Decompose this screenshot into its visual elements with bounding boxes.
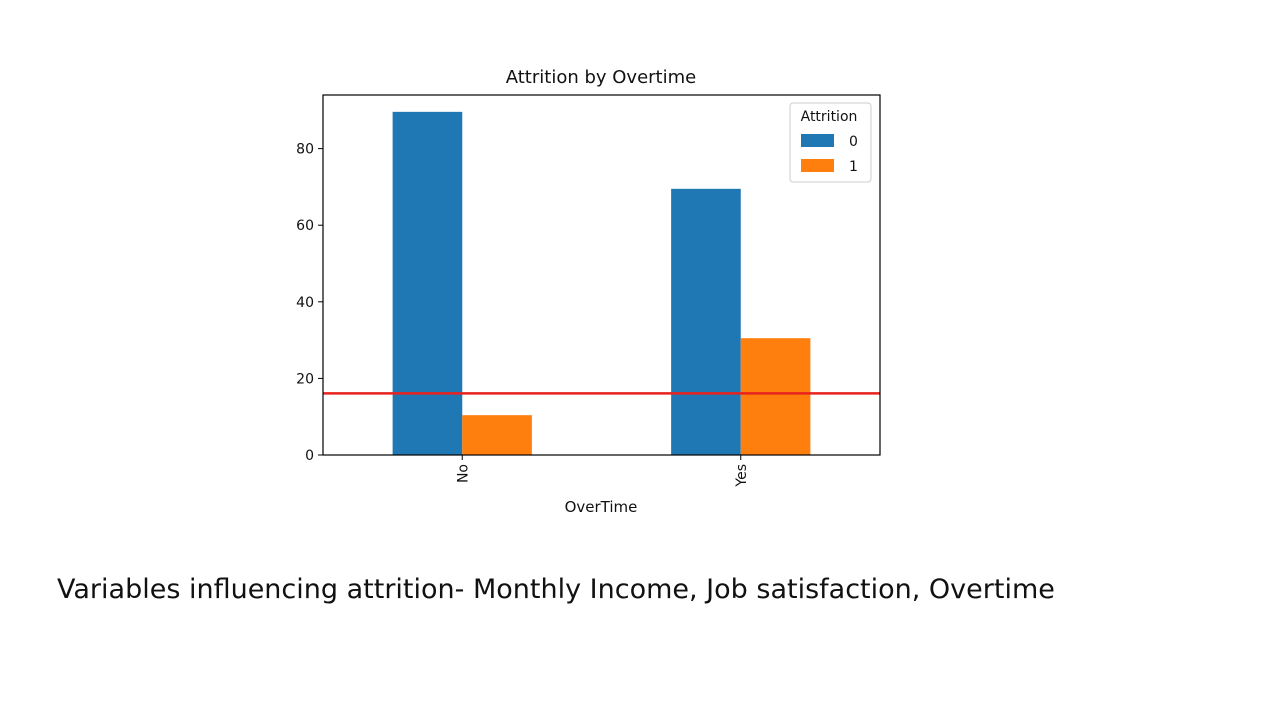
chart-title: Attrition by Overtime xyxy=(506,67,696,88)
x-axis-label: OverTime xyxy=(565,498,638,516)
bar-chart: Attrition by Overtime 0 20 40 60 80 No Yes Ov… xyxy=(296,67,881,516)
slide-caption: Variables influencing attrition- Monthly… xyxy=(57,574,1055,605)
legend-swatch-0 xyxy=(801,134,834,147)
x-tick-label-no: No xyxy=(455,464,471,483)
y-tick-label: 60 xyxy=(296,218,314,234)
legend: Attrition 0 1 xyxy=(789,102,872,183)
bar-no-attrition-0 xyxy=(392,111,463,455)
legend-title: Attrition xyxy=(801,109,858,125)
legend-label-0: 0 xyxy=(849,134,858,150)
legend-swatch-1 xyxy=(801,159,834,172)
bar-no-attrition-1 xyxy=(462,415,532,455)
plot-frame xyxy=(322,94,881,456)
bar-yes-attrition-0 xyxy=(671,188,741,456)
y-tick-label: 40 xyxy=(296,295,314,311)
y-tick-label: 20 xyxy=(296,371,314,387)
legend-label-1: 1 xyxy=(849,159,858,175)
x-tick-label-yes: Yes xyxy=(734,464,750,488)
bar-yes-attrition-1 xyxy=(740,338,811,455)
y-tick-label: 80 xyxy=(296,142,314,158)
y-tick-label: 0 xyxy=(305,448,314,464)
